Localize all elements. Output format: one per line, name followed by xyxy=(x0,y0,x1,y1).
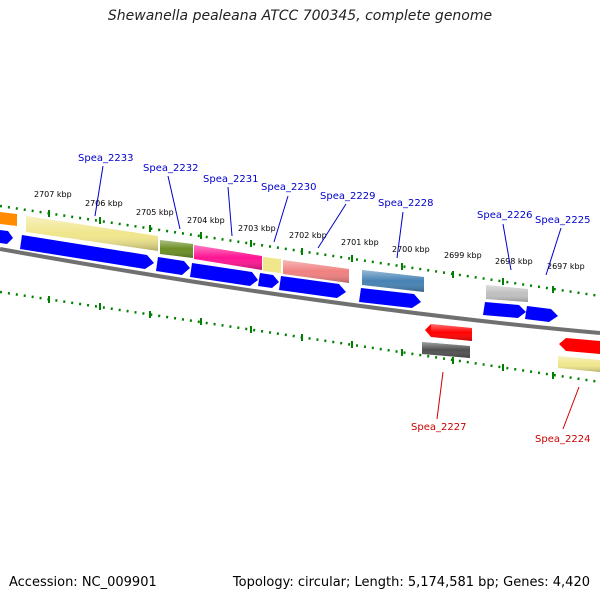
gene-block-orange xyxy=(0,212,17,226)
reverse-leader-lines xyxy=(436,371,580,430)
gene-label: Spea_2229 xyxy=(320,191,375,202)
topology-text: Topology: circular; Length: 5,174,581 bp… xyxy=(232,575,590,590)
map-title: Shewanella pealeana ATCC 700345, complet… xyxy=(107,8,493,24)
cds-arrow xyxy=(359,288,421,308)
kbp-label: 2702 kbp xyxy=(289,231,327,240)
forward-cds-arrows xyxy=(0,230,558,322)
kbp-label: 2705 kbp xyxy=(136,208,174,217)
gene-label: Spea_2226 xyxy=(477,210,532,221)
forward-major-ticks xyxy=(48,210,554,293)
forward-leader-lines xyxy=(94,165,562,276)
kbp-label: 2704 kbp xyxy=(187,216,225,225)
gene-label: Spea_2225 xyxy=(535,215,590,226)
gene-label: Spea_2230 xyxy=(261,182,316,193)
kbp-label: 2707 kbp xyxy=(34,190,72,199)
cds-arrow xyxy=(190,263,258,286)
accession-text: Accession: NC_009901 xyxy=(9,575,157,590)
cds-arrow xyxy=(483,302,526,318)
gene-label: Spea_2228 xyxy=(378,198,433,209)
forward-gene-blocks xyxy=(0,212,528,302)
gene-label: Spea_2232 xyxy=(143,163,198,174)
reverse-tick-ring xyxy=(0,290,600,384)
kbp-label: 2700 kbp xyxy=(392,245,430,254)
genome-backbone xyxy=(0,247,600,335)
gene-block-spea-2230 xyxy=(263,257,281,273)
cds-arrow-reverse xyxy=(559,338,600,354)
cds-arrow xyxy=(525,306,558,322)
kbp-label: 2698 kbp xyxy=(495,257,533,266)
cds-arrow xyxy=(279,276,346,298)
reverse-major-ticks xyxy=(48,296,554,379)
gene-label: Spea_2233 xyxy=(78,153,133,164)
cds-arrow xyxy=(156,257,190,275)
cds-arrow xyxy=(20,235,154,269)
kbp-label: 2699 kbp xyxy=(444,251,482,260)
kbp-label: 2697 kbp xyxy=(547,262,585,271)
gene-label: Spea_2224 xyxy=(535,434,590,445)
cds-arrow xyxy=(0,230,13,244)
gene-label: Spea_2227 xyxy=(411,422,466,433)
kbp-label: 2701 kbp xyxy=(341,238,379,247)
kbp-label: 2703 kbp xyxy=(238,224,276,233)
forward-tick-ring xyxy=(0,204,600,298)
reverse-gene-features xyxy=(422,324,600,372)
gene-label: Spea_2231 xyxy=(203,174,258,185)
kbp-label: 2706 kbp xyxy=(85,199,123,208)
cds-arrow xyxy=(258,273,279,288)
